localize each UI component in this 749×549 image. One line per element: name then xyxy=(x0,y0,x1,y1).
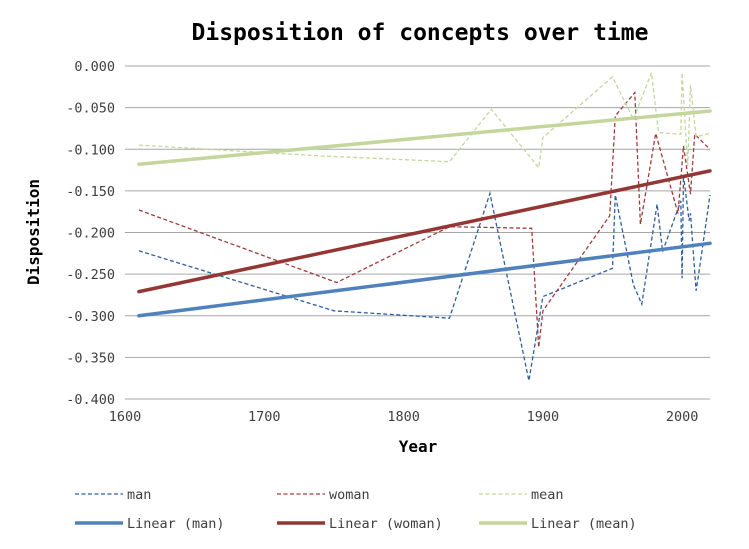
y-tick-label: -0.150 xyxy=(66,184,115,200)
legend-label-woman: woman xyxy=(329,487,370,503)
x-axis-title: Year xyxy=(399,437,438,456)
x-axis: 1600 1700 1800 1900 2000 xyxy=(109,409,699,425)
y-axis: 0.000 -0.050 -0.100 -0.150 -0.200 -0.250 -0.30… xyxy=(66,59,115,408)
y-tick-label: -0.400 xyxy=(66,392,115,408)
y-axis-title: Disposition xyxy=(24,179,43,285)
x-tick-label: 2000 xyxy=(666,409,699,425)
series-line-man xyxy=(138,175,711,381)
x-tick-label: 1700 xyxy=(248,409,281,425)
legend-label-linear-woman: Linear (woman) xyxy=(329,516,443,532)
trendline-man xyxy=(137,241,712,318)
series-line-mean xyxy=(138,72,711,170)
chart-title: Disposition of concepts over time xyxy=(192,20,649,46)
x-tick-label: 1600 xyxy=(109,409,142,425)
legend: man woman mean Linear (man) Linear (woman) Li… xyxy=(75,487,637,532)
x-tick-label: 1900 xyxy=(527,409,560,425)
y-tick-label: -0.300 xyxy=(66,309,115,325)
legend-label-linear-mean: Linear (mean) xyxy=(531,516,637,532)
y-tick-label: -0.250 xyxy=(66,267,115,283)
x-tick-label: 1800 xyxy=(387,409,420,425)
trendlines xyxy=(137,109,712,318)
legend-label-man: man xyxy=(127,487,151,503)
y-tick-label: -0.100 xyxy=(66,142,115,158)
series-line-woman xyxy=(138,90,711,348)
y-tick-label: -0.200 xyxy=(66,226,115,242)
legend-label-linear-man: Linear (man) xyxy=(127,516,225,532)
trendline-woman xyxy=(137,169,712,294)
y-tick-label: 0.000 xyxy=(74,59,115,75)
trendline-mean xyxy=(137,109,712,166)
y-tick-label: -0.350 xyxy=(66,350,115,366)
series-lines xyxy=(138,72,711,381)
legend-label-mean: mean xyxy=(531,487,564,503)
y-tick-label: -0.050 xyxy=(66,101,115,117)
